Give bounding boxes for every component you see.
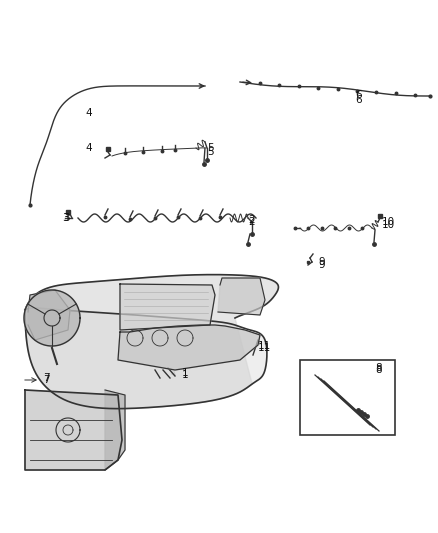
Polygon shape <box>28 290 70 340</box>
Text: 4: 4 <box>85 143 92 153</box>
Text: 2: 2 <box>248 215 254 225</box>
Polygon shape <box>105 390 125 470</box>
Text: 6: 6 <box>355 95 362 105</box>
Text: 5: 5 <box>207 147 214 157</box>
Text: 8: 8 <box>375 363 381 373</box>
Polygon shape <box>24 290 80 346</box>
Text: 7: 7 <box>43 373 49 383</box>
Text: 1: 1 <box>182 368 189 378</box>
Text: 6: 6 <box>355 90 362 100</box>
Polygon shape <box>25 390 122 470</box>
Text: 1: 1 <box>182 370 189 380</box>
Text: 10: 10 <box>382 217 395 227</box>
Polygon shape <box>118 325 260 370</box>
Text: 8: 8 <box>375 365 381 375</box>
Text: 9: 9 <box>318 257 325 267</box>
Text: 11: 11 <box>258 341 271 351</box>
Bar <box>300 360 395 435</box>
Text: 5: 5 <box>207 143 214 153</box>
Text: 3: 3 <box>63 213 70 223</box>
Text: 4: 4 <box>85 108 92 118</box>
Polygon shape <box>25 274 279 409</box>
Polygon shape <box>25 308 267 409</box>
Text: 11: 11 <box>258 343 271 353</box>
Text: 7: 7 <box>43 375 49 385</box>
Text: 10: 10 <box>382 220 395 230</box>
Text: 9: 9 <box>318 260 325 270</box>
Polygon shape <box>120 284 215 330</box>
Text: 3: 3 <box>62 213 69 223</box>
Polygon shape <box>218 278 265 315</box>
Text: 2: 2 <box>248 217 254 227</box>
